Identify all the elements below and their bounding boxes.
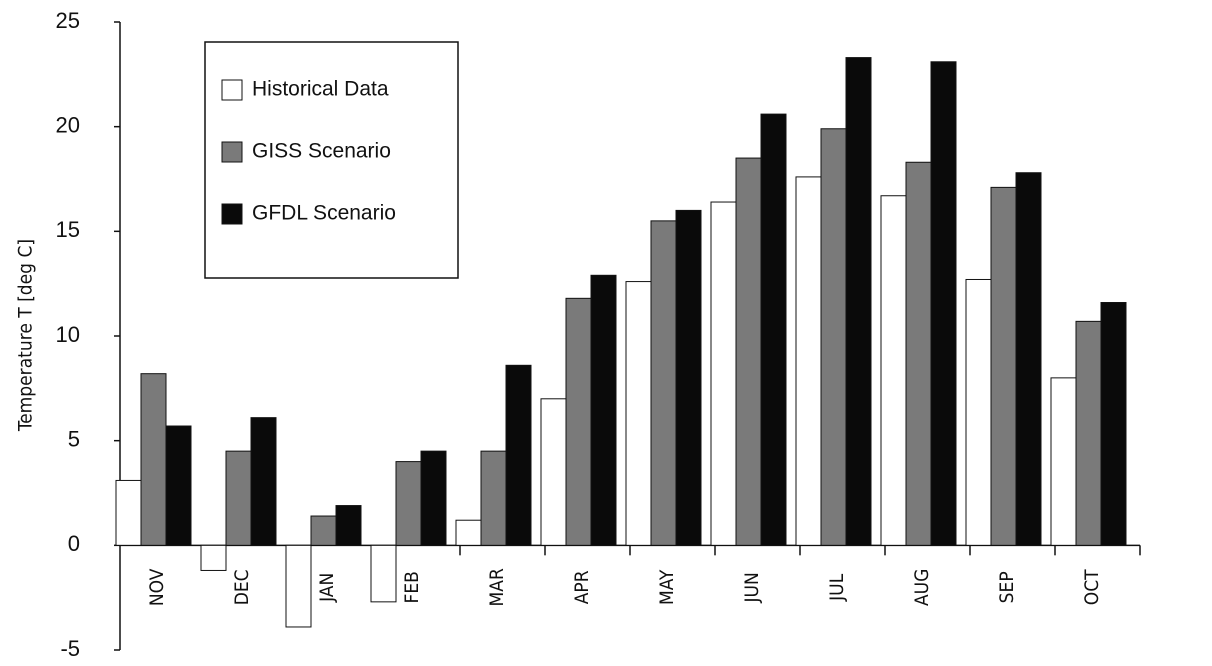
x-tick-label: JUN (741, 572, 763, 603)
x-tick-label: AUG (911, 569, 933, 606)
bar (1100, 302, 1127, 546)
bar (285, 544, 312, 628)
bar (225, 450, 252, 546)
legend-label: GISS Scenario (252, 140, 391, 163)
bar (650, 220, 677, 546)
bar (540, 398, 567, 546)
x-tick-label: DEC (231, 569, 253, 605)
bar (420, 450, 447, 546)
x-tick-label: NOV (146, 568, 168, 606)
bar (200, 544, 227, 571)
y-tick-label: 25 (56, 8, 80, 33)
y-tick-label: 20 (56, 112, 80, 137)
bar (115, 479, 142, 546)
bar (310, 515, 337, 546)
bar (930, 61, 957, 546)
x-tick-label: APR (571, 570, 593, 604)
legend-swatch (221, 203, 243, 225)
bar (990, 186, 1017, 546)
bar (590, 274, 617, 546)
bar (140, 373, 167, 546)
bar (1015, 172, 1042, 546)
bar (165, 425, 192, 546)
bar (565, 297, 592, 546)
legend-swatch (221, 141, 243, 163)
x-tick-label: FEB (401, 571, 423, 603)
y-tick-label: 5 (68, 426, 80, 451)
bar (625, 281, 652, 546)
bar (820, 128, 847, 546)
x-tick-label: MAR (486, 568, 508, 606)
bar (905, 161, 932, 546)
bar (845, 57, 872, 546)
bar (505, 364, 532, 546)
x-tick-label: JUL (826, 573, 848, 602)
bar (760, 113, 787, 546)
legend-label: GFDL Scenario (252, 202, 396, 225)
y-tick-label: 15 (56, 217, 80, 242)
bar (250, 417, 277, 546)
legend-label: Historical Data (252, 78, 389, 101)
legend-swatch (221, 79, 243, 101)
bar (335, 505, 362, 546)
x-tick-label: OCT (1081, 569, 1103, 605)
y-tick-label: -5 (60, 636, 80, 661)
bar (455, 519, 482, 546)
x-tick-label: JAN (316, 573, 338, 603)
bar (395, 461, 422, 546)
y-tick-label: 10 (56, 322, 80, 347)
legend (204, 41, 459, 279)
bar (735, 157, 762, 546)
x-tick-label: MAY (656, 569, 678, 605)
bar (370, 544, 397, 603)
bar (1075, 320, 1102, 546)
bar (880, 195, 907, 546)
y-tick-label: 0 (68, 531, 80, 556)
bar (795, 176, 822, 546)
bar (1050, 377, 1077, 546)
x-tick-label: SEP (996, 571, 1018, 603)
bar (965, 278, 992, 546)
y-axis-label: Temperature T [deg C] (15, 239, 37, 432)
bar (710, 201, 737, 546)
bar (675, 209, 702, 546)
bar (480, 450, 507, 546)
